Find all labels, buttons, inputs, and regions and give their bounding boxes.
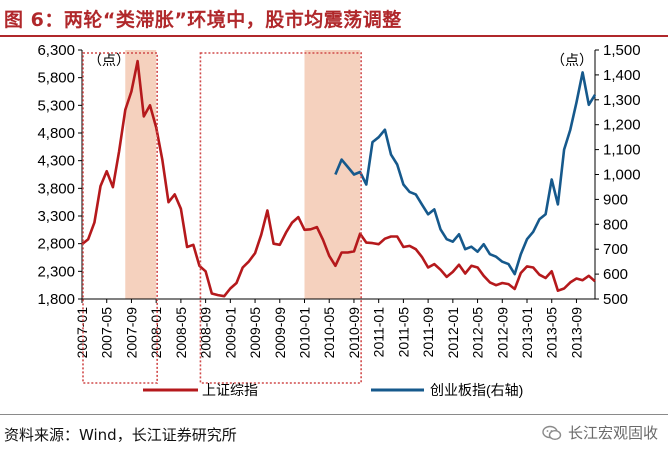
x-tick-label: 2010-09 [346,307,362,359]
title-bar: 图 6：两轮“类滞胀”环境中，股市均震荡调整 [0,0,668,38]
left-tick-label: 5,800 [37,70,75,87]
x-tick-label: 2007-05 [99,307,115,359]
source-rule [0,414,668,415]
x-tick-label: 2011-05 [395,307,411,358]
left-tick-label: 6,300 [37,42,75,59]
x-tick-label: 2010-05 [321,307,337,359]
x-tick-label: 2012-01 [445,307,461,359]
boxed-period-1 [82,52,158,384]
x-tick-label: 2009-01 [222,307,238,359]
x-tick-label: 2009-05 [247,307,263,359]
boxed-period-2 [199,52,362,384]
x-tick-label: 2008-01 [148,307,164,359]
brand: 长江宏观固收 [542,422,658,443]
x-tick-label: 2007-01 [74,307,90,359]
right-tick-label: 700 [603,241,628,258]
left-tick-label: 4,300 [37,153,75,170]
series-line-chinext [334,71,597,276]
right-tick-label: 1,400 [603,67,641,84]
x-tick-label: 2012-09 [494,307,510,359]
x-tick-label: 2008-05 [173,307,189,359]
legend-label-shanghai-composite: 上证综指 [202,382,258,398]
chart: 6,300 5,800 5,300 4,800 4,300 3,800 3,300 2,800… [37,42,641,398]
legend-label-chinext: 创业板指(右轴) [430,382,523,398]
x-tick-label: 2013-05 [544,307,560,359]
right-tick-label: 1,300 [603,92,641,109]
source-note: 资料来源：Wind，长江证券研究所 [4,426,237,444]
right-tick-label: 900 [603,191,628,208]
brand-name: 长江宏观固收 [567,424,658,442]
right-tick-label: 500 [603,291,628,308]
x-tick-label: 2007-09 [123,307,139,359]
shaded-period-2 [304,50,361,299]
left-tick-label: 1,800 [37,291,75,308]
x-tick-label: 2008-09 [198,307,214,359]
left-unit-label: （点） [88,52,130,68]
left-tick-label: 5,300 [37,97,75,114]
right-tick-label: 1,100 [603,142,641,159]
left-tick-label: 4,800 [37,125,75,142]
right-tick-label: 1,000 [603,167,641,184]
x-tick-label: 2013-01 [519,307,535,359]
left-tick-label: 2,800 [37,236,75,253]
wechat-icon [542,425,562,440]
x-tick-label: 2012-05 [470,307,486,359]
page-title: 图 6：两轮“类滞胀”环境中，股市均震荡调整 [4,9,402,31]
right-tick-label: 600 [603,266,628,283]
x-tick-label: 2011-01 [371,307,387,358]
x-tick-label: 2010-01 [297,307,313,359]
left-tick-label: 3,800 [37,180,75,197]
x-tick-label: 2011-09 [420,307,436,358]
right-tick-label: 800 [603,216,628,233]
left-tick-label: 2,300 [37,263,75,280]
left-tick-label: 3,300 [37,208,75,225]
right-tick-label: 1,200 [603,117,641,134]
right-unit-label: （点） [551,52,593,68]
x-tick-label: 2009-09 [272,307,288,359]
title-rule [0,35,668,37]
x-tick-label: 2013-09 [568,307,584,359]
right-tick-label: 1,500 [603,42,641,59]
series-line-shanghai-composite [81,59,596,298]
